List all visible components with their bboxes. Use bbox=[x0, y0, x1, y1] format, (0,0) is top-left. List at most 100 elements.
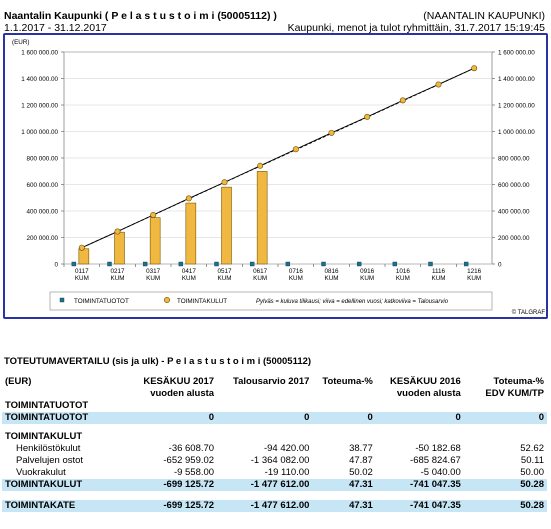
table-row: TOIMINTAKULUT bbox=[2, 431, 547, 443]
bar-toimintakulut bbox=[78, 248, 90, 265]
prev-year-line bbox=[81, 67, 475, 249]
row-value: 0 bbox=[375, 412, 464, 424]
bar-toimintatuotot bbox=[107, 261, 112, 267]
table-row: TOIMINTAKATE -699 125.72 -1 477 612.00 47.3… bbox=[2, 500, 547, 512]
x-tick-label: KUM bbox=[146, 275, 160, 282]
row-value: 50.11 bbox=[520, 455, 544, 466]
y-tick-label-left: 1 600 000.00 bbox=[21, 49, 58, 56]
row-value bbox=[464, 400, 547, 412]
row-value bbox=[137, 431, 218, 443]
row-value: 47.87 bbox=[349, 455, 373, 466]
bar-toimintatuotot bbox=[178, 261, 184, 267]
bar-toimintakulut bbox=[149, 217, 161, 265]
x-tick-label: 0916 bbox=[360, 268, 375, 275]
x-tick-label: 0117 bbox=[75, 268, 89, 275]
bar-toimintatuotot bbox=[392, 261, 398, 267]
column-header: Toteuma-% bbox=[322, 376, 373, 387]
prev-year-point bbox=[399, 97, 406, 104]
row-value: -699 125.72 bbox=[136, 479, 218, 491]
row-value: -741 047.35 bbox=[375, 500, 464, 512]
row-label bbox=[2, 491, 137, 500]
row-label bbox=[2, 424, 137, 431]
prev-year-point bbox=[471, 65, 478, 72]
legend-box bbox=[49, 291, 493, 311]
row-value: -36 608.70 bbox=[168, 443, 215, 454]
spacer-row bbox=[2, 424, 547, 431]
row-value bbox=[376, 400, 464, 412]
row-value bbox=[217, 400, 312, 412]
y-tick-label-right: 1 200 000.00 bbox=[498, 102, 535, 109]
row-value bbox=[137, 424, 218, 431]
y-tick-label-left: 0 bbox=[54, 261, 58, 268]
bar-toimintatuotot bbox=[249, 261, 255, 267]
row-value: -1 477 612.00 bbox=[217, 500, 313, 512]
x-tick-label: KUM bbox=[432, 275, 446, 282]
bar-toimintatuotot bbox=[214, 261, 219, 267]
report-info: Kaupunki, menot ja tulot ryhmittäin, 31.… bbox=[287, 22, 545, 34]
table-row: Vuokrakulut -9 558.00 -19 110.00 50.02 -5 04… bbox=[2, 467, 547, 479]
y-tick-label-left: 1 400 000.00 bbox=[21, 76, 58, 83]
y-axis-unit: (EUR) bbox=[12, 39, 30, 46]
row-value: 47.31 bbox=[312, 500, 376, 512]
comparison-title: TOTEUTUMAVERTAILU (sis ja ulk) - P e l a… bbox=[4, 356, 312, 367]
organization-label: (NAANTALIN KAUPUNKI) bbox=[423, 10, 545, 22]
table-row: TOIMINTATUOTOT bbox=[2, 400, 547, 412]
y-tick-label-right: 200 000.00 bbox=[498, 235, 530, 242]
x-tick-label: KUM bbox=[218, 275, 232, 282]
bar-toimintakulut bbox=[185, 202, 197, 265]
row-label: TOIMINTATUOTOT bbox=[2, 412, 137, 424]
chart-frame bbox=[3, 33, 548, 319]
legend-note: Pylväs = kuluva tilikausi; viiva = edell… bbox=[256, 299, 449, 305]
comparison-table: (EUR) KESÄKUU 2017 vuoden alusta Talousarvi… bbox=[2, 376, 547, 512]
y-tick-label-left: 200 000.00 bbox=[26, 235, 58, 242]
bar-toimintatuotot bbox=[285, 261, 291, 267]
y-tick-label-right: 1 400 000.00 bbox=[498, 76, 535, 83]
x-tick-label: 1116 bbox=[432, 268, 446, 275]
prev-year-point bbox=[185, 195, 192, 202]
row-value bbox=[376, 431, 464, 443]
row-value: 50.00 bbox=[520, 467, 544, 478]
row-value: -699 125.72 bbox=[136, 500, 218, 512]
x-tick-label: KUM bbox=[75, 275, 89, 282]
row-value bbox=[376, 424, 464, 431]
row-value bbox=[376, 491, 464, 500]
bar-toimintakulut bbox=[114, 231, 125, 265]
bar-toimintakulut bbox=[221, 186, 232, 265]
row-value: 38.77 bbox=[349, 443, 373, 454]
column-header: (EUR) bbox=[5, 376, 32, 387]
row-value bbox=[464, 424, 547, 431]
prev-year-point bbox=[435, 81, 442, 88]
row-value: -685 824.67 bbox=[410, 455, 461, 466]
row-value: -1 477 612.00 bbox=[217, 479, 313, 491]
table-row: Palvelujen ostot -652 959.02 -1 364 082.00… bbox=[2, 455, 547, 467]
y-tick-label-left: 800 000.00 bbox=[26, 155, 58, 162]
x-tick-label: 1216 bbox=[467, 268, 482, 275]
row-value bbox=[217, 424, 312, 431]
x-tick-label: KUM bbox=[182, 275, 196, 282]
x-tick-label: 0217 bbox=[110, 268, 125, 275]
x-tick-label: 0716 bbox=[289, 268, 304, 275]
y-tick-label-right: 1 000 000.00 bbox=[498, 129, 535, 136]
bar-toimintatuotot bbox=[71, 261, 77, 267]
row-value: -1 364 082.00 bbox=[250, 455, 310, 466]
row-label: Vuokrakulut bbox=[16, 467, 66, 478]
chart-credit: © TALGRAF bbox=[512, 309, 546, 316]
spacer-row bbox=[2, 491, 547, 500]
x-tick-label: 0417 bbox=[182, 268, 197, 275]
row-value: 0 bbox=[136, 412, 218, 424]
prev-year-point bbox=[257, 162, 264, 169]
bar-toimintakulut bbox=[256, 171, 268, 265]
x-tick-label: KUM bbox=[467, 275, 481, 282]
row-value: -19 110.00 bbox=[264, 467, 310, 478]
row-value: 0 bbox=[463, 412, 547, 424]
row-value bbox=[137, 491, 218, 500]
legend-label-kulut: TOIMINTAKULUT bbox=[177, 298, 227, 305]
row-value: 50.28 bbox=[463, 500, 547, 512]
row-value bbox=[312, 491, 375, 500]
row-value: 50.28 bbox=[463, 479, 547, 491]
row-value bbox=[217, 431, 312, 443]
table-row: Henkilöstökulut -36 608.70 -94 420.00 38.77… bbox=[2, 443, 547, 455]
x-tick-label: KUM bbox=[289, 275, 303, 282]
chart: 1 600 000.00 1 600 000.00 1 400 000.00 1 40… bbox=[12, 39, 546, 316]
row-value: 0 bbox=[312, 412, 376, 424]
